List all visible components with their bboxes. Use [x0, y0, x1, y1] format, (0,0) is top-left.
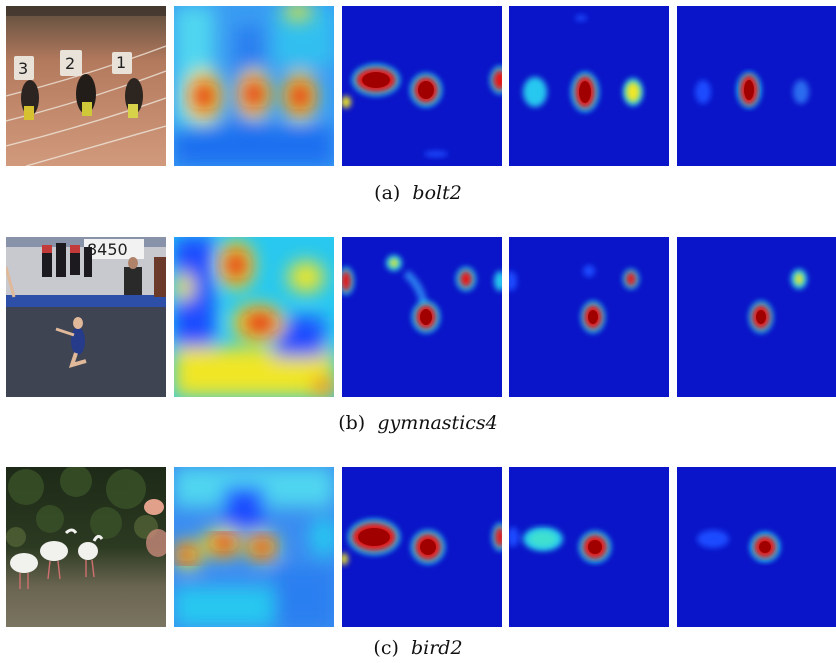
response-map-icon: [342, 6, 502, 166]
response-map-icon: [509, 237, 669, 397]
response-map-icon: [509, 467, 669, 627]
caption-sequence-name: gymnastics4: [377, 412, 498, 434]
response-map-icon: [174, 237, 334, 397]
caption-label: (a): [374, 182, 401, 204]
heatmap-coarse-bird2: [174, 467, 334, 627]
svg-text:3: 3: [18, 59, 28, 78]
response-map-icon: [509, 6, 669, 166]
response-map-icon: [174, 6, 334, 166]
caption-label: (c): [373, 637, 399, 659]
heatmap-4-bolt2: [509, 6, 669, 166]
caption-sequence-name: bird2: [410, 637, 463, 659]
heatmap-coarse-gymnastics4: [174, 237, 334, 397]
runners-photo-icon: 3 2 1: [6, 6, 166, 166]
svg-text:1: 1: [116, 53, 126, 72]
heatmap-5-gymnastics4: [677, 237, 836, 397]
heatmap-5-bird2: [677, 467, 836, 627]
heatmap-coarse-bolt2: [174, 6, 334, 166]
caption-bolt2: (a) bolt2: [0, 182, 836, 204]
caption-label: (b): [338, 412, 366, 434]
caption-bird2: (c) bird2: [0, 637, 836, 659]
response-map-icon: [342, 237, 502, 397]
caption-gymnastics4: (b) gymnastics4: [0, 412, 836, 434]
heatmap-3-gymnastics4: [342, 237, 502, 397]
response-map-icon: [677, 467, 836, 627]
score-sign-text: 8450: [87, 240, 128, 259]
photo-bolt2: 3 2 1: [6, 6, 166, 166]
response-map-icon: [342, 467, 502, 627]
heatmap-5-bolt2: [677, 6, 836, 166]
heatmap-4-bird2: [509, 467, 669, 627]
svg-text:2: 2: [65, 54, 75, 73]
heatmap-3-bird2: [342, 467, 502, 627]
photo-bird2: [6, 467, 166, 627]
caption-sequence-name: bolt2: [412, 182, 462, 204]
heatmap-4-gymnastics4: [509, 237, 669, 397]
response-map-icon: [677, 6, 836, 166]
photo-gymnastics4: 8450: [6, 237, 166, 397]
birds-photo-icon: [6, 467, 166, 627]
response-map-icon: [677, 237, 836, 397]
response-map-icon: [174, 467, 334, 627]
gymnast-photo-icon: 8450: [6, 237, 166, 397]
heatmap-3-bolt2: [342, 6, 502, 166]
